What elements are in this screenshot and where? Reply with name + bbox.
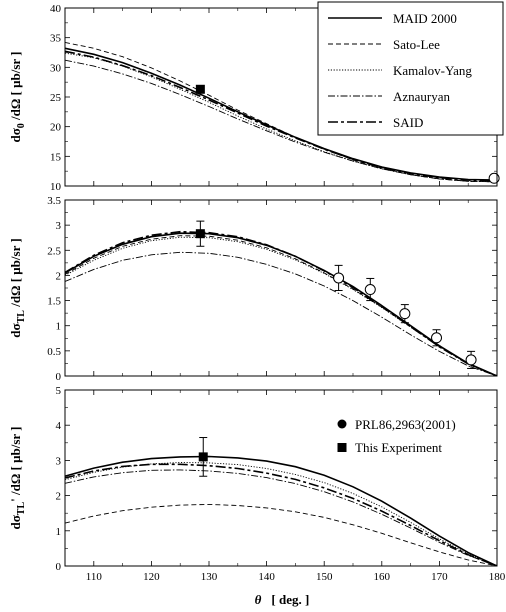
legend-marker-this-experiment [337,443,347,452]
this-experiment-point [195,84,205,94]
legend-label: Aznauryan [393,89,451,104]
panel-2: 0 0.5 1 1.5 2 2.5 3 3.5 dσTL /dΩ [ μb/sr ] [8,195,498,383]
prl-point [488,172,500,184]
y-tick-label: 0 [56,561,62,573]
y-tick-label: 15 [50,151,62,163]
series-sato-lee-line [65,503,497,566]
legend-marker-prl [337,419,347,429]
y-tick-label: 1 [56,321,62,333]
series-maid-2000-line [65,455,497,566]
y-axis-label: dσTL' /dΩ [ μb/sr ] [8,427,27,530]
prl-point [431,332,443,344]
curves [65,41,497,183]
panel-1: 10 15 20 25 30 35 40 dσ0 /dΩ [ μb/sr ] MAID 2000… [8,1,504,193]
legend-label: This Experiment [355,440,442,455]
legend-data: PRL86,2963(2001) This Experiment [328,414,494,464]
y-label-sub: TL [16,502,27,516]
y-label-rest: /dΩ [ μb/sr ] [8,238,23,310]
x-tick-label: 110 [86,571,103,583]
y-label-sub: TL [16,310,27,324]
y-tick-label: 2 [56,491,62,503]
x-tick-label: 130 [201,571,218,583]
x-tick-label: 160 [374,571,391,583]
this-experiment-point [195,229,205,239]
prl-point [364,284,376,296]
legend-label: Sato-Lee [393,37,440,52]
this-experiment-point [198,452,208,462]
legend-label: Kamalov-Yang [393,63,472,78]
y-label-rest: /dΩ [ μb/sr ] [8,427,23,499]
legend-label: MAID 2000 [393,11,457,26]
y-tick-label: 30 [50,62,62,74]
panel-3: 0 1 2 3 4 5 dσTL' /dΩ [ μb/sr ] 110 120 130 140 150… [8,385,506,607]
y-tick-label: 1 [56,526,62,538]
curves [65,455,497,566]
y-tick-label: 3 [56,220,62,232]
series-said-line [65,230,497,376]
y-tick-label: 5 [56,385,62,397]
y-tick-label: 4 [56,420,62,432]
series-said-line [65,50,497,182]
y-tick-label: 3.5 [47,195,61,207]
series-aznauryan-line [65,469,497,566]
x-tick-label: 170 [431,571,448,583]
curves [65,230,497,376]
plot-frame [64,199,498,377]
y-tick-label: 35 [50,33,62,45]
y-label-main: dσ [8,323,23,337]
series-said-line [65,463,497,566]
x-axis-label: θ [ deg. ] [255,592,310,607]
y-tick-label: 10 [50,181,62,193]
legend-label: SAID [393,115,423,130]
y-label-main: dσ [8,128,23,142]
x-label-unit: [ deg. ] [271,592,309,607]
y-label-prime: ' [8,498,23,502]
legend-label: PRL86,2963(2001) [355,417,456,432]
series-aznauryan-line [65,251,497,376]
prl-point [399,308,411,320]
y-tick-label: 0 [56,371,62,383]
y-axis-label: dσTL /dΩ [ μb/sr ] [8,238,27,337]
y-tick-label: 2.5 [47,245,61,257]
y-tick-label: 0.5 [47,346,61,358]
legend-box [317,1,504,136]
x-tick-label: 120 [143,571,160,583]
legend-bg [328,414,494,464]
y-label-main: dσ [8,515,23,529]
plot-frame [64,389,498,567]
x-tick-label: 140 [258,571,275,583]
series-aznauryan-line [65,59,497,183]
y-axis-label: dσ0 /dΩ [ μb/sr ] [8,51,27,142]
prl-point [333,272,345,284]
y-tick-label: 2 [56,270,62,282]
y-tick-label: 25 [50,92,62,104]
series-kamalov-yang-line [65,236,497,376]
series-maid-2000-line [65,232,497,376]
y-label-rest: /dΩ [ μb/sr ] [8,51,23,123]
x-label-symbol: θ [255,592,262,607]
y-tick-label: 40 [50,3,62,15]
x-tick-label: 180 [489,571,506,583]
x-tick-label: 150 [316,571,333,583]
y-tick-label: 1.5 [47,296,61,308]
legend-models: MAID 2000 Sato-Lee Kamalov-Yang Aznauryan SA… [317,1,504,136]
series-sato-lee-line [65,235,497,376]
y-tick-label: 3 [56,455,62,467]
y-tick-label: 20 [50,122,62,134]
prl-point [465,354,477,366]
series-kamalov-yang-line [65,462,497,566]
y-label-sub: 0 [16,123,27,128]
